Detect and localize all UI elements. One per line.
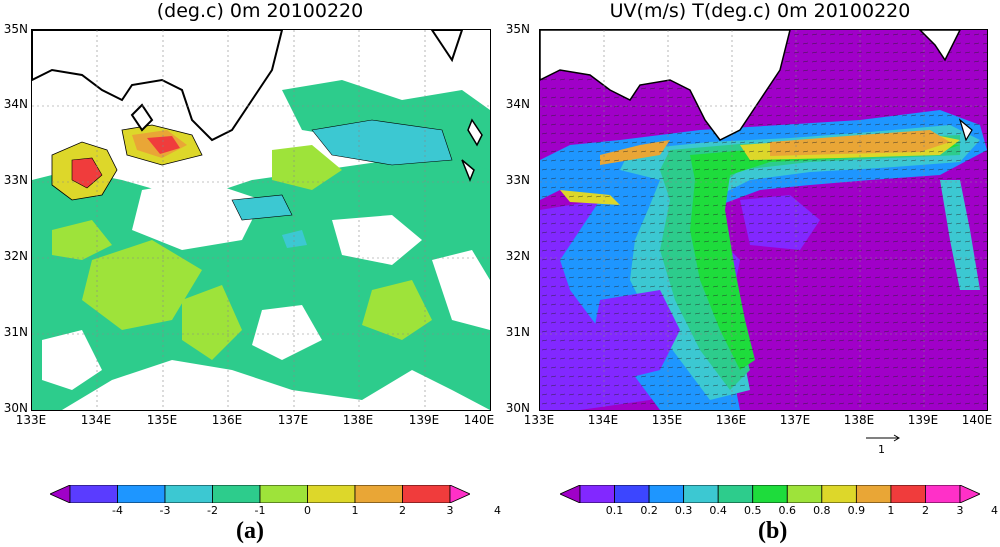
panel-b-title: UV(m/s) T(deg.c) 0m 20100220 — [609, 0, 911, 22]
colorbar-box — [212, 485, 261, 503]
lat-label: 30N — [3, 401, 28, 415]
colorbar-box — [925, 485, 961, 503]
colorbar-box — [307, 485, 356, 503]
colorbar-tick-label: -3 — [159, 504, 171, 517]
colorbar-tick-label: 0.1 — [605, 504, 624, 517]
colorbar-a-labels: -4 -3 -2 -1 0 1 2 3 4 — [50, 503, 501, 519]
colorbar-box — [890, 485, 926, 503]
colorbar-end-triangle — [959, 485, 980, 503]
colorbar-box — [648, 485, 685, 503]
colorbar-end-triangle — [449, 485, 470, 503]
lat-label: 30N — [505, 401, 530, 415]
colorbar-box — [354, 485, 403, 503]
colorbar-box — [579, 485, 615, 503]
colorbar-tick-label: 0.3 — [674, 504, 693, 517]
lon-label: 140E — [463, 413, 495, 427]
panel-a-title: (deg.c) 0m 20100220 — [156, 0, 364, 22]
colorbar-b-labels: 0.1 0.2 0.3 0.4 0.5 0.6 0.8 0.9 1 2 3 4 — [560, 503, 998, 519]
lat-label: 35N — [3, 22, 28, 36]
colorbar-tick-label: 0 — [304, 504, 311, 517]
colorbar-a — [50, 485, 470, 503]
colorbar-tick-label: 3 — [956, 504, 964, 517]
colorbar-tick-label: 0.4 — [709, 504, 727, 517]
colorbar-box — [786, 485, 823, 503]
colorbar-box — [614, 485, 650, 503]
lat-label: 34N — [3, 97, 28, 111]
colorbar-box — [164, 485, 213, 503]
lat-label: 31N — [505, 325, 530, 339]
colorbar-tick-label: 0.9 — [847, 504, 866, 517]
lat-label: 32N — [3, 249, 28, 263]
colorbar-box — [117, 485, 166, 503]
lon-label: 135E — [651, 413, 683, 427]
reference-arrow-icon — [866, 434, 900, 442]
colorbar-tick-label: 0.8 — [813, 504, 831, 517]
panel-b-label: (b) — [758, 518, 788, 544]
lon-label: 133E — [15, 413, 47, 427]
lat-label: 34N — [505, 97, 530, 111]
colorbar-tick-label: -2 — [207, 504, 218, 517]
colorbar-end-triangle — [50, 485, 71, 503]
colorbar-box — [69, 485, 118, 503]
lat-label: 31N — [3, 325, 28, 339]
lon-label: 136E — [715, 413, 747, 427]
colorbar-tick-label: 1 — [887, 504, 895, 517]
panel-a-label: (a) — [236, 518, 264, 544]
colorbar-tick-label: -4 — [112, 504, 123, 517]
lon-label: 133E — [523, 413, 555, 427]
colorbar-end-triangle — [560, 485, 581, 503]
reference-vector: 1 — [864, 432, 904, 456]
colorbar-tick-label: 2 — [399, 504, 406, 517]
colorbar-tick-label: 3 — [446, 504, 454, 517]
lon-label: 134E — [80, 413, 112, 427]
colorbar-box — [821, 485, 857, 503]
lon-label: 137E — [779, 413, 811, 427]
lat-label: 33N — [505, 173, 530, 187]
lat-label: 35N — [505, 22, 530, 36]
colorbar-box — [683, 485, 719, 503]
colorbar-tick-label: 4 — [991, 504, 999, 517]
colorbar-tick-label: 4 — [494, 504, 501, 517]
lon-label: 134E — [587, 413, 619, 427]
colorbar-b — [560, 485, 980, 503]
lat-label: 32N — [505, 249, 530, 263]
lat-label: 33N — [3, 173, 28, 187]
panel-b: UV(m/s) T(deg.c) 0m 20100220 35N 34N 33N… — [500, 0, 1000, 547]
colorbar-tick-label: -1 — [254, 504, 266, 517]
lon-label: 139E — [408, 413, 440, 427]
colorbar-tick-label: 0.2 — [640, 504, 658, 517]
lon-label: 135E — [146, 413, 178, 427]
lon-label: 137E — [277, 413, 309, 427]
colorbar-box — [259, 485, 308, 503]
colorbar-tick-label: 1 — [351, 504, 359, 517]
panel-a: (deg.c) 0m 20100220 35N 34N 33N 32N 31N … — [3, 0, 501, 544]
lon-label: 139E — [907, 413, 939, 427]
colorbar-box — [855, 485, 892, 503]
colorbar-tick-label: 0.6 — [778, 504, 797, 517]
colorbar-box — [752, 485, 788, 503]
reference-vector-label: 1 — [878, 443, 885, 456]
colorbar-box — [402, 485, 451, 503]
colorbar-tick-label: 2 — [921, 504, 929, 517]
sst-difference-map — [31, 29, 491, 411]
colorbar-box — [717, 485, 754, 503]
velocity-temperature-map — [539, 29, 988, 411]
lon-label: 138E — [342, 413, 374, 427]
lon-label: 138E — [843, 413, 875, 427]
lon-label: 136E — [211, 413, 243, 427]
colorbar-tick-label: 0.5 — [743, 504, 762, 517]
lon-label: 140E — [961, 413, 993, 427]
